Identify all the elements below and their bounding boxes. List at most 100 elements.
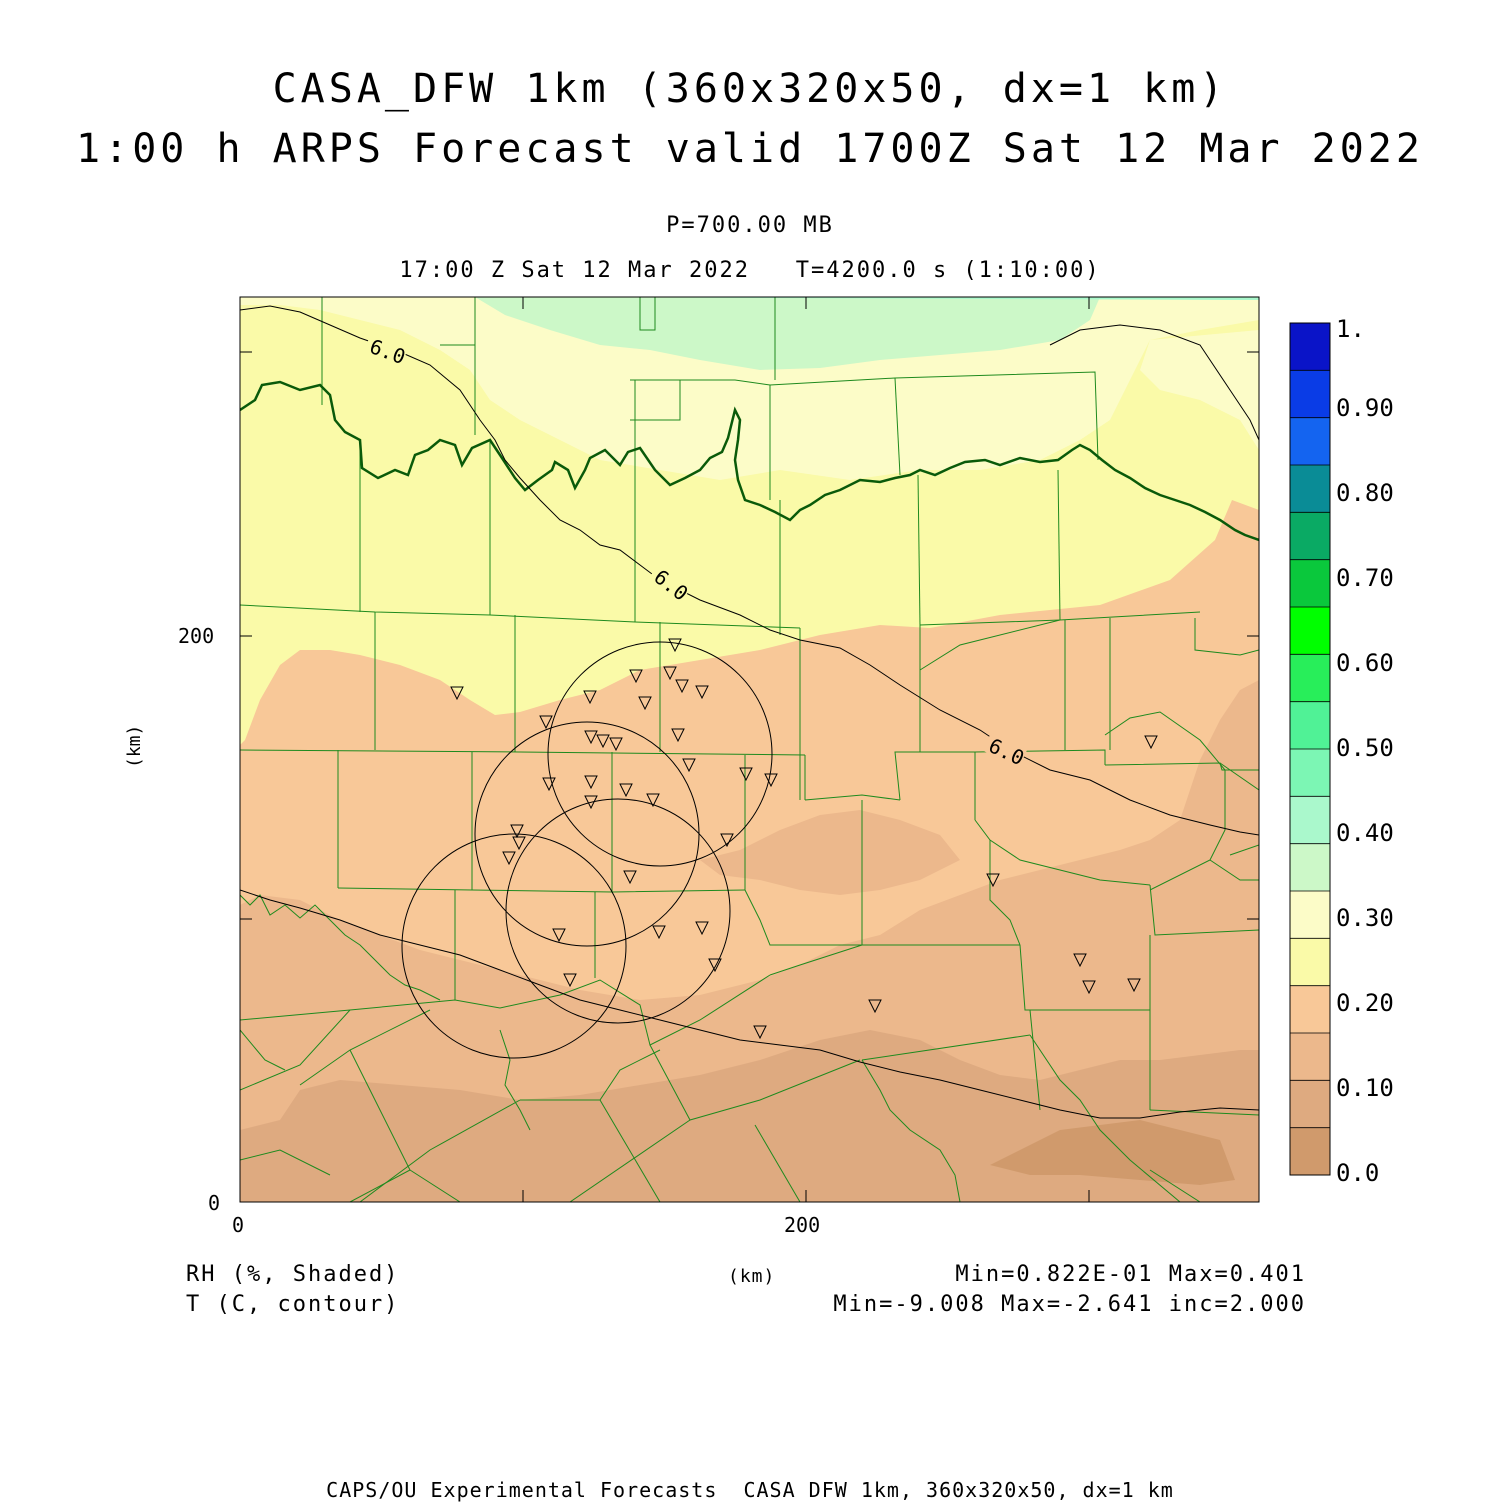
radar-station-marker — [764, 773, 778, 788]
radar-station-marker — [675, 679, 689, 694]
colorbar-label: 0.0 — [1336, 1159, 1379, 1187]
radar-station-marker — [708, 958, 722, 973]
radar-station-marker — [1073, 953, 1087, 968]
temperature-contours — [240, 305, 1259, 1119]
state-boundary — [240, 380, 1259, 542]
rh-shading — [240, 297, 1259, 1202]
colorbar-label: 0.60 — [1336, 649, 1394, 677]
colorbar-swatch — [1290, 654, 1330, 703]
shaded-field-label: RH (%, Shaded) — [186, 1262, 400, 1287]
radar-rings — [401, 641, 773, 1059]
radar-station-marker — [512, 836, 526, 851]
colorbar-label: 0.20 — [1336, 989, 1394, 1017]
colorbar-swatch — [1290, 1033, 1330, 1081]
colorbar-label: 0.30 — [1336, 904, 1394, 932]
radar-station-marker — [510, 824, 524, 839]
radar-station-marker — [584, 795, 598, 810]
y-tick-0: 0 — [208, 1191, 220, 1215]
radar-station-marker — [609, 737, 623, 752]
radar-station-marker — [652, 925, 666, 940]
radar-station-marker — [986, 873, 1000, 888]
valid-time: 17:00 Z Sat 12 Mar 2022 T=4200.0 s (1:10… — [399, 258, 1101, 283]
radar-station-marker — [450, 686, 464, 701]
colorbar-label: 0.50 — [1336, 734, 1394, 762]
radar-station-marker — [1144, 735, 1158, 750]
radar-station-marker — [668, 638, 682, 653]
colorbar-swatch — [1290, 891, 1330, 939]
station-markers — [450, 638, 1158, 1040]
radar-station-marker — [563, 973, 577, 988]
chart-title-line2: 1:00 h ARPS Forecast valid 1700Z Sat 12 … — [76, 126, 1424, 172]
colorbar-swatch — [1290, 1127, 1330, 1176]
radar-ring — [547, 641, 773, 867]
rh-band-035 — [475, 297, 1100, 370]
radar-station-marker — [663, 666, 677, 681]
credit-line: CAPS/OU Experimental Forecasts CASA DFW … — [326, 1478, 1174, 1502]
radar-station-marker — [584, 730, 598, 745]
colorbar-swatch — [1290, 465, 1330, 513]
rh-band-015 — [240, 680, 1259, 1202]
colorbar-swatch — [1290, 512, 1330, 561]
y-axis-label: (km) — [124, 725, 145, 768]
radar-station-marker — [619, 783, 633, 798]
colorbar-label: 1. — [1336, 315, 1365, 343]
radar-station-marker — [583, 690, 597, 705]
radar-station-marker — [695, 921, 709, 936]
radar-ring — [505, 798, 731, 1024]
colorbar-label: 0.90 — [1336, 394, 1394, 422]
radar-station-marker — [753, 1025, 767, 1040]
colorbar-swatch — [1290, 796, 1330, 845]
radar-station-marker — [502, 851, 516, 866]
colorbar-swatch — [1290, 985, 1330, 1034]
radar-station-marker — [682, 758, 696, 773]
radar-station-marker — [1127, 978, 1141, 993]
colorbar-swatch — [1290, 607, 1330, 655]
radar-station-marker — [638, 696, 652, 711]
contour-field-label: T (C, contour) — [186, 1292, 400, 1317]
radar-station-marker — [739, 767, 753, 782]
radar-station-marker — [646, 793, 660, 808]
colorbar-swatch — [1290, 701, 1330, 750]
radar-ring — [401, 833, 627, 1059]
contour-field-stats: Min=-9.008 Max=-2.641 inc=2.000 — [833, 1292, 1306, 1317]
axis-ticks — [240, 297, 1259, 1202]
radar-station-marker — [720, 833, 734, 848]
rh-band-005 — [990, 1120, 1235, 1185]
radar-station-marker — [629, 669, 643, 684]
colorbar-swatch — [1290, 559, 1330, 608]
county-boundaries — [240, 297, 1259, 1202]
y-tick-200: 200 — [178, 624, 214, 648]
radar-station-marker — [539, 715, 553, 730]
colorbar-swatch — [1290, 843, 1330, 892]
radar-station-marker — [552, 928, 566, 943]
colorbar-label: 0.40 — [1336, 819, 1394, 847]
radar-station-marker — [623, 870, 637, 885]
colorbar-label: 0.70 — [1336, 564, 1394, 592]
radar-station-marker — [1082, 980, 1096, 995]
map-frame — [239, 296, 1260, 1203]
colorbar-swatch — [1290, 749, 1330, 797]
x-axis-label: (km) — [728, 1266, 776, 1287]
colorbar-swatch — [1290, 370, 1330, 419]
colorbar-frame — [1289, 322, 1331, 1176]
radar-station-marker — [584, 775, 598, 790]
colorbar-label: 0.80 — [1336, 479, 1394, 507]
colorbar-swatch — [1290, 417, 1330, 466]
colorbar-labels: 1. 0.90 0.80 0.70 0.60 0.50 0.40 0.30 0.… — [1336, 315, 1394, 1187]
rh-band-040 — [540, 297, 1259, 300]
x-tick-0: 0 — [232, 1213, 244, 1237]
rh-band-030b — [1140, 330, 1259, 450]
chart-title-line1: CASA_DFW 1km (360x320x50, dx=1 km) — [272, 66, 1228, 112]
rh-band-015b — [700, 810, 960, 895]
radar-station-marker — [671, 728, 685, 743]
colorbar-swatch — [1290, 938, 1330, 987]
radar-station-marker — [695, 685, 709, 700]
radar-station-marker — [542, 777, 556, 792]
radar-station-marker — [596, 734, 610, 749]
radar-station-marker — [868, 999, 882, 1014]
colorbar-swatch — [1290, 1080, 1330, 1129]
colorbar-label: 0.10 — [1336, 1074, 1394, 1102]
x-tick-200: 200 — [784, 1213, 820, 1237]
colorbar-swatch — [1290, 323, 1330, 371]
